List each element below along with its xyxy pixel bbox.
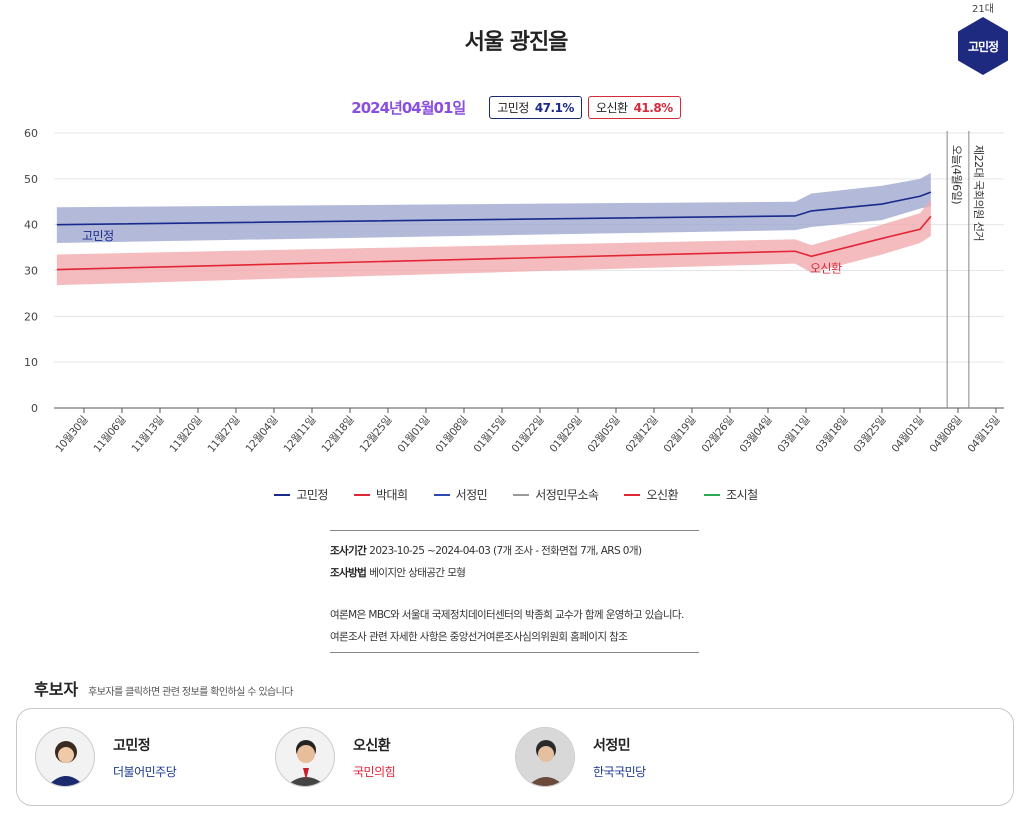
- x-tick-label: 03월11일: [775, 414, 813, 455]
- page-title: 서울 광진을: [464, 30, 569, 55]
- x-tick-label: 04월01일: [889, 414, 927, 455]
- y-tick-label: 40: [24, 219, 38, 232]
- poll-summary: 2024년04월01일 고민정 47.1% 오신환 41.8%: [0, 96, 1032, 119]
- x-tick-label: 12월11일: [281, 414, 319, 455]
- x-tick-label: 03월18일: [813, 414, 851, 455]
- y-tick-label: 50: [24, 173, 38, 186]
- hexagon-icon: 고민정: [957, 16, 1009, 76]
- reference-line-label: 오늘(4월6일): [950, 145, 964, 204]
- x-tick-label: 02월26일: [699, 414, 737, 455]
- candidates-header: 후보자 후보자를 클릭하면 관련 정보를 확인하실 수 있습니다: [34, 676, 293, 700]
- x-tick-label: 12월18일: [319, 414, 357, 455]
- candidate-name: 고민정: [113, 737, 151, 754]
- legend-label: 오신환: [646, 488, 679, 502]
- avatar: [35, 727, 95, 787]
- legend-label: 고민정: [296, 488, 328, 502]
- candidates-note: 후보자를 클릭하면 관련 정보를 확인하실 수 있습니다: [88, 687, 293, 698]
- x-tick-label: 03월25일: [851, 414, 889, 455]
- x-tick-label: 03월04일: [737, 414, 775, 455]
- x-tick-label: 11월27일: [205, 414, 243, 455]
- summary-date: 2024년04월01일: [351, 99, 466, 117]
- y-tick-label: 10: [24, 356, 38, 369]
- survey-method: 조사방법 베이지안 상태공간 모형: [330, 567, 466, 579]
- legend-swatch: [513, 493, 530, 496]
- legend-item[interactable]: 박대희: [353, 486, 408, 503]
- legend-item[interactable]: 서정민무소속: [513, 486, 599, 503]
- legend-swatch: [433, 493, 450, 496]
- x-tick-label: 01월22일: [509, 414, 547, 455]
- badge-name: 고민정: [967, 40, 999, 54]
- avatar: [515, 727, 575, 787]
- legend-swatch: [353, 493, 370, 496]
- legend-label: 박대희: [375, 488, 408, 502]
- legend-label: 조시철: [726, 488, 758, 502]
- candidate-party: 더불어민주당: [113, 764, 177, 779]
- legend-swatch: [274, 493, 291, 496]
- survey-period: 조사기간 2023-10-25 ~2024-04-03 (7개 조사 - 전화면접…: [330, 545, 642, 557]
- survey-note-2: 여론조사 관련 자세한 사항은 중앙선거여론조사심의위원회 홈페이지 참조: [330, 631, 628, 643]
- series-line-고민정: [56, 191, 932, 226]
- survey-note-1: 여론M은 MBC와 서울대 국제정치데이터센터의 박종희 교수가 함께 운영하고…: [330, 609, 684, 621]
- avatar: [275, 727, 335, 787]
- summary-name: 오신환: [595, 101, 628, 115]
- x-tick-label: 01월01일: [395, 414, 433, 455]
- x-tick-label: 02월19일: [661, 414, 699, 455]
- reference-line-label: 제22대 국회의원 선거: [972, 145, 985, 241]
- series-label: 오신환: [810, 262, 842, 276]
- x-tick-label: 10월30일: [53, 414, 91, 455]
- chart-legend: 고민정 박대희 서정민 서정민무소속 오신환 조시철: [0, 486, 1032, 503]
- x-tick-label: 01월08일: [433, 414, 471, 455]
- candidate-name: 오신환: [353, 737, 391, 754]
- candidates-title: 후보자: [34, 680, 79, 699]
- legend-swatch: [624, 493, 641, 496]
- y-tick-label: 60: [24, 127, 38, 140]
- x-tick-label: 11월06일: [91, 414, 129, 455]
- series-label: 고민정: [82, 229, 114, 243]
- summary-box-2: 오신환 41.8%: [587, 96, 681, 119]
- x-tick-label: 04월08일: [927, 414, 965, 455]
- survey-info: 조사기간 2023-10-25 ~2024-04-03 (7개 조사 - 전화면접…: [330, 530, 699, 653]
- x-tick-label: 01월29일: [547, 414, 585, 455]
- confidence-band-고민정: [56, 172, 931, 243]
- legend-swatch: [704, 493, 721, 496]
- incumbent-badge: 21대 고민정: [955, 0, 1011, 76]
- candidate-name: 서정민: [593, 737, 631, 754]
- legend-label: 서정민무소속: [535, 488, 599, 502]
- x-tick-label: 12월04일: [243, 414, 281, 455]
- candidate-party: 국민의힘: [353, 764, 396, 779]
- x-tick-label: 11월13일: [129, 414, 167, 455]
- series-line-오신환: [56, 215, 932, 271]
- x-tick-label: 02월12일: [623, 414, 661, 455]
- candidates-panel: 고민정 더불어민주당 오신환 국민의힘 서정민 한국국민당: [16, 708, 1014, 806]
- y-tick-label: 20: [24, 310, 38, 323]
- x-tick-label: 11월20일: [167, 414, 205, 455]
- summary-value: 47.1%: [534, 101, 575, 115]
- candidate-party: 한국국민당: [593, 764, 646, 779]
- legend-item[interactable]: 고민정: [274, 486, 328, 503]
- x-tick-label: 12월25일: [357, 414, 395, 455]
- legend-item[interactable]: 조시철: [704, 486, 758, 503]
- summary-value: 41.8%: [633, 101, 674, 115]
- x-tick-label: 01월15일: [471, 414, 509, 455]
- y-tick-label: 30: [24, 265, 38, 278]
- candidate-card[interactable]: 서정민 한국국민당: [515, 727, 646, 787]
- candidate-card[interactable]: 오신환 국민의힘: [275, 727, 396, 787]
- summary-box-1: 고민정 47.1%: [489, 96, 582, 119]
- summary-name: 고민정: [497, 101, 529, 115]
- badge-term-label: 21대: [972, 4, 994, 15]
- legend-item[interactable]: 서정민: [433, 486, 488, 503]
- candidate-card[interactable]: 고민정 더불어민주당: [35, 727, 177, 787]
- legend-item[interactable]: 오신환: [624, 486, 679, 503]
- legend-label: 서정민: [455, 488, 488, 502]
- x-tick-label: 02월05일: [585, 414, 623, 455]
- x-tick-label: 04월15일: [965, 414, 1003, 455]
- y-tick-label: 0: [31, 402, 38, 415]
